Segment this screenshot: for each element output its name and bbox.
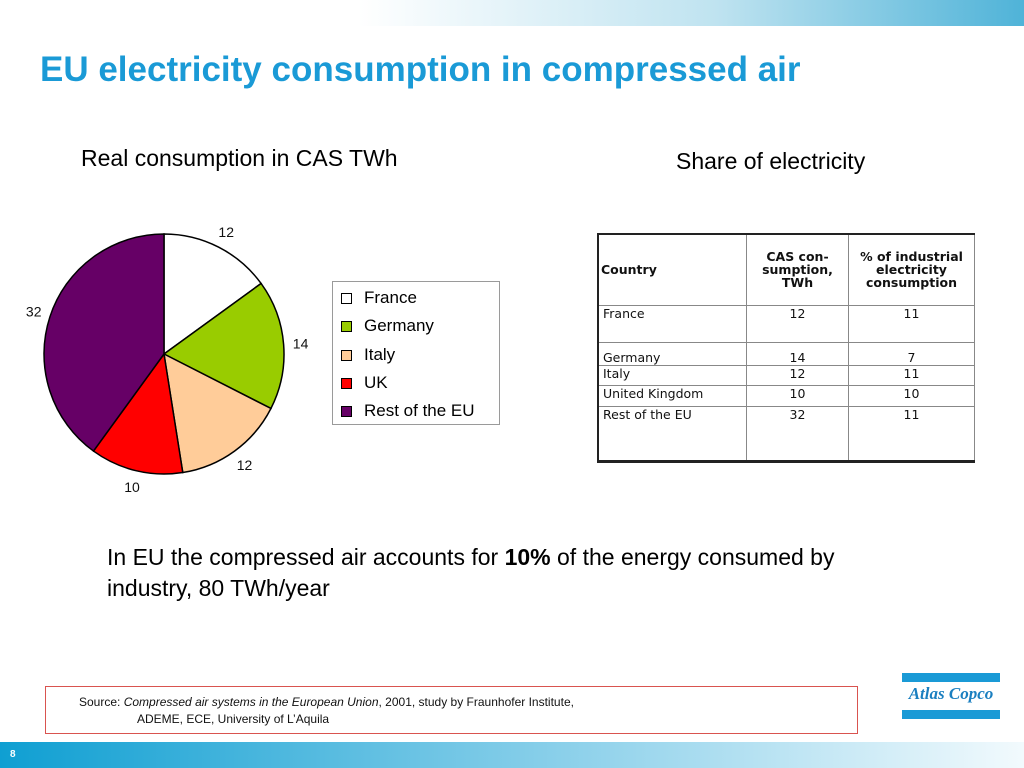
legend-swatch-germany [341, 320, 352, 332]
table-cell-cas: 10 [746, 385, 849, 407]
legend-item-germany: Germany [341, 315, 434, 337]
legend-label-germany: Germany [364, 316, 434, 335]
logo-stripe-top [902, 673, 1000, 682]
legend-label-rest-of-eu: Rest of the EU [364, 401, 475, 420]
table-cell-cas: 32 [746, 406, 849, 462]
pie-label-germany: 14 [293, 335, 309, 351]
table-cell-country: Rest of the EU [598, 406, 747, 462]
slide-title: EU electricity consumption in compressed… [40, 50, 801, 89]
pie-slice-uk [92, 352, 184, 475]
source-title: Compressed air systems in the European U… [123, 695, 379, 709]
legend-swatch-rest-of-eu [341, 405, 352, 417]
table-row: United Kingdom 10 10 [598, 385, 975, 407]
page-number: 8 [10, 749, 16, 760]
table-row: Rest of the EU 32 11 [598, 406, 975, 462]
table-cell-percent: 7 [848, 342, 975, 366]
pie-chart-svg: 12 14 12 10 32 [26, 224, 309, 495]
source-citation: Source: Compressed air systems in the Eu… [45, 686, 858, 734]
summary-highlight: 10% [504, 544, 551, 570]
atlas-copco-logo: Atlas Copco [902, 673, 1000, 719]
summary-text-end: of the energy consumed by industry, 80 T… [107, 544, 835, 601]
pie-chart: 12 14 12 10 32 [20, 212, 320, 502]
source-label: Source: [79, 695, 124, 709]
pie-chart-heading: Real consumption in CAS TWh [81, 145, 398, 171]
table-cell-cas: 12 [746, 305, 849, 343]
table-header-cas: CAS con-sumption, TWh [746, 234, 849, 306]
legend-item-italy: Italy [341, 344, 395, 366]
chart-legend: France Germany Italy UK Rest of the EU [332, 281, 500, 425]
table-heading: Share of electricity [676, 148, 866, 174]
pie-label-france: 12 [218, 224, 234, 240]
table-row: France 12 11 [598, 305, 975, 343]
source-line-2: ADEME, ECE, University of L’Aquila [137, 712, 330, 726]
table-cell-country: Germany [598, 342, 747, 366]
top-decor-bar [0, 0, 1024, 26]
table-header-country: Country [598, 234, 747, 306]
legend-swatch-france [341, 292, 352, 304]
share-table: Country CAS con-sumption, TWh % of indus… [597, 233, 975, 463]
table-cell-cas: 14 [746, 342, 849, 366]
source-line-1: Source: Compressed air systems in the Eu… [79, 695, 574, 709]
pie-label-rest-of-eu: 32 [26, 304, 42, 320]
table-header-row: Country CAS con-sumption, TWh % of indus… [598, 234, 975, 306]
table-cell-country: United Kingdom [598, 385, 747, 407]
legend-item-rest-of-eu: Rest of the EU [341, 400, 475, 422]
source-details: , 2001, study by Fraunhofer Institute, [378, 695, 574, 709]
table-cell-percent: 10 [848, 385, 975, 407]
legend-label-france: France [364, 288, 417, 307]
pie-slice-rest-of-eu [43, 233, 165, 453]
table-cell-percent: 11 [848, 305, 975, 343]
legend-swatch-italy [341, 349, 352, 361]
logo-stripe-bottom [902, 710, 1000, 719]
table-cell-country: France [598, 305, 747, 343]
table-row: Germany 14 7 [598, 342, 975, 366]
summary-text-start: In EU the compressed air accounts for [107, 544, 505, 570]
legend-label-uk: UK [364, 373, 388, 392]
table-cell-country: Italy [598, 365, 747, 386]
bottom-decor-bar: 8 [0, 742, 1024, 768]
table-cell-cas: 12 [746, 365, 849, 386]
legend-item-france: France [341, 287, 417, 309]
pie-slice-germany [162, 282, 285, 410]
pie-slice-italy [163, 352, 272, 474]
table-header-percent: % of industrial electricity consumption [848, 234, 975, 306]
pie-label-italy: 12 [237, 457, 253, 473]
table-cell-percent: 11 [848, 365, 975, 386]
table-row: Italy 12 11 [598, 365, 975, 386]
legend-swatch-uk [341, 377, 352, 389]
legend-item-uk: UK [341, 372, 388, 394]
pie-label-uk: 10 [124, 479, 140, 495]
pie-slice-france [163, 233, 263, 356]
summary-text: In EU the compressed air accounts for 10… [107, 542, 867, 604]
legend-label-italy: Italy [364, 345, 396, 364]
table-cell-percent: 11 [848, 406, 975, 462]
logo-text: Atlas Copco [908, 684, 994, 703]
